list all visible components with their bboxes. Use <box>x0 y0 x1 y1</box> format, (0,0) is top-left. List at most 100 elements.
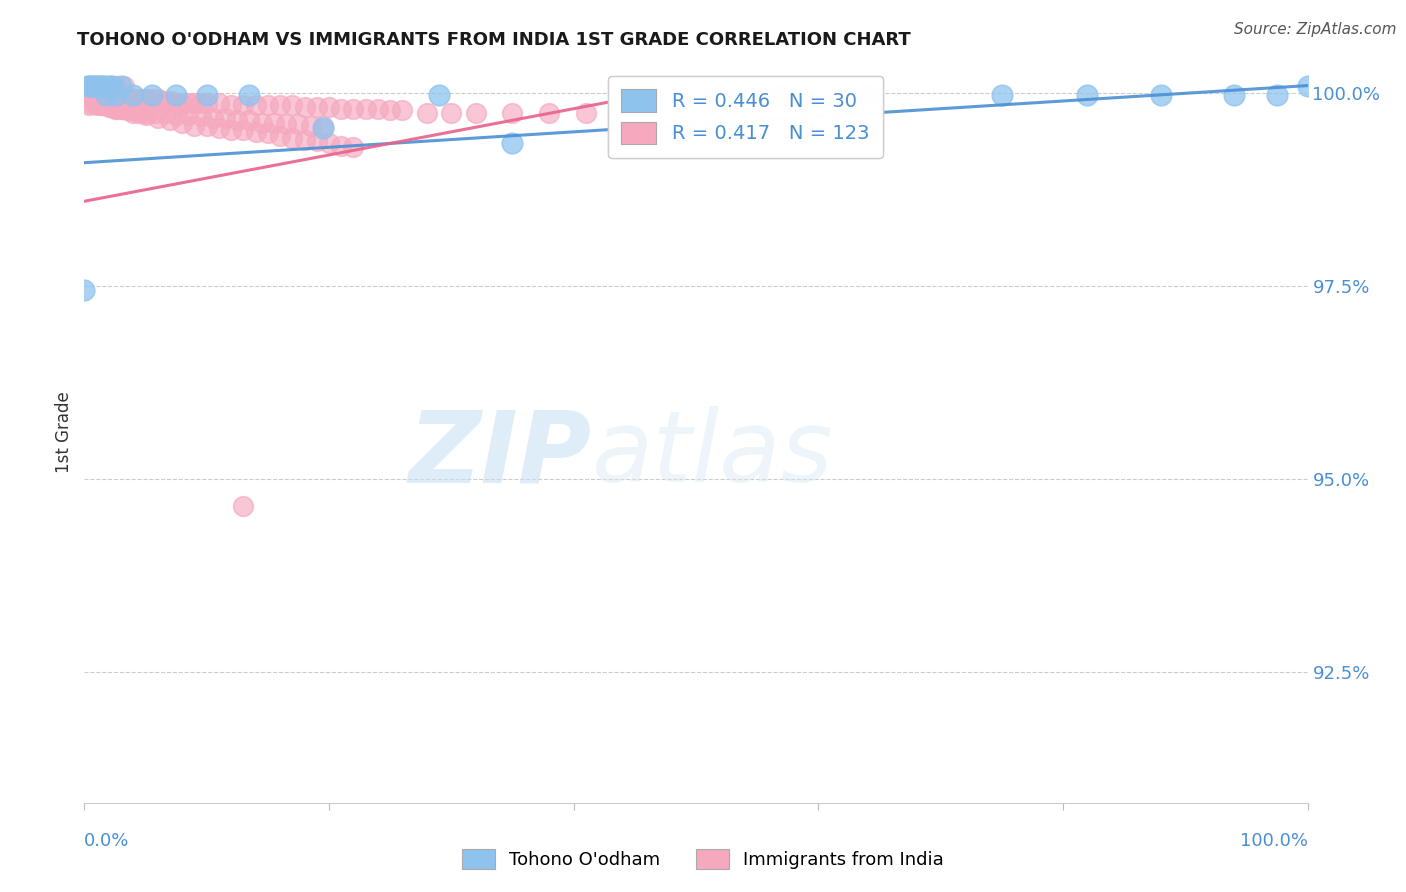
Point <box>91 90 114 104</box>
Point <box>269 98 291 112</box>
Point <box>73 283 96 297</box>
Point <box>90 78 112 93</box>
Point <box>214 111 236 125</box>
Point <box>305 134 328 148</box>
Point <box>135 108 157 122</box>
Point <box>122 87 145 102</box>
Point <box>232 98 254 112</box>
Point <box>330 138 353 153</box>
Point <box>122 105 145 120</box>
Point <box>226 113 249 128</box>
Point <box>112 102 135 116</box>
Point <box>219 123 242 137</box>
Point <box>245 125 267 139</box>
Point <box>318 100 340 114</box>
Point <box>117 92 139 106</box>
Point <box>380 103 402 118</box>
Point <box>82 78 104 93</box>
Point <box>135 105 157 120</box>
Point <box>112 78 135 93</box>
Point <box>128 92 150 106</box>
Point <box>299 119 322 133</box>
Point <box>208 120 231 135</box>
Point <box>276 117 298 131</box>
Point <box>79 95 101 110</box>
Point <box>105 78 128 93</box>
Point <box>96 87 118 102</box>
Point <box>76 78 98 93</box>
Point <box>201 111 224 125</box>
Legend: R = 0.446   N = 30, R = 0.417   N = 123: R = 0.446 N = 30, R = 0.417 N = 123 <box>607 76 883 158</box>
Point <box>146 92 169 106</box>
Point <box>143 105 166 120</box>
Point <box>318 136 340 151</box>
Point <box>177 108 200 122</box>
Point <box>354 102 377 116</box>
Point <box>342 102 364 116</box>
Point <box>97 100 120 114</box>
Point <box>90 98 112 112</box>
Point <box>172 115 194 129</box>
Point <box>94 78 117 93</box>
Point <box>165 95 187 110</box>
Point <box>77 98 100 112</box>
Point <box>79 78 101 93</box>
Point <box>183 95 205 110</box>
Point <box>91 98 114 112</box>
Point <box>98 78 121 93</box>
Point <box>195 95 218 110</box>
Point <box>312 120 335 135</box>
Y-axis label: 1st Grade: 1st Grade <box>55 392 73 474</box>
Point <box>1296 78 1319 93</box>
Point <box>238 113 260 128</box>
Point <box>190 110 212 124</box>
Point <box>1223 87 1246 102</box>
Point <box>125 92 148 106</box>
Point <box>159 113 181 128</box>
Point <box>104 90 127 104</box>
Point <box>110 102 132 116</box>
Point <box>502 136 524 151</box>
Point <box>281 98 304 112</box>
Point <box>153 105 176 120</box>
Point <box>110 92 132 106</box>
Point <box>165 108 187 122</box>
Point <box>195 119 218 133</box>
Point <box>1076 87 1098 102</box>
Point <box>128 105 150 120</box>
Point <box>86 98 108 112</box>
Point <box>115 103 138 118</box>
Point <box>96 98 118 112</box>
Point <box>856 87 879 102</box>
Point <box>104 102 127 116</box>
Point <box>183 119 205 133</box>
Point <box>97 90 120 104</box>
Point <box>77 78 100 93</box>
Point <box>89 90 111 104</box>
Point <box>991 87 1014 102</box>
Point <box>281 131 304 145</box>
Point <box>82 78 104 93</box>
Text: TOHONO O'ODHAM VS IMMIGRANTS FROM INDIA 1ST GRADE CORRELATION CHART: TOHONO O'ODHAM VS IMMIGRANTS FROM INDIA … <box>77 31 911 49</box>
Point <box>122 92 145 106</box>
Point <box>250 115 273 129</box>
Point <box>195 87 218 102</box>
Point <box>93 78 115 93</box>
Text: ZIP: ZIP <box>409 407 592 503</box>
Point <box>232 123 254 137</box>
Point <box>83 78 105 93</box>
Point <box>208 95 231 110</box>
Point <box>87 78 110 93</box>
Point <box>269 128 291 143</box>
Text: Source: ZipAtlas.com: Source: ZipAtlas.com <box>1233 22 1396 37</box>
Point <box>238 87 260 102</box>
Point <box>86 95 108 110</box>
Point <box>190 95 212 110</box>
Point <box>135 92 157 106</box>
Point <box>96 90 118 104</box>
Point <box>146 111 169 125</box>
Point <box>416 105 439 120</box>
Point <box>83 90 105 104</box>
Point <box>97 78 120 93</box>
Point <box>141 92 163 106</box>
